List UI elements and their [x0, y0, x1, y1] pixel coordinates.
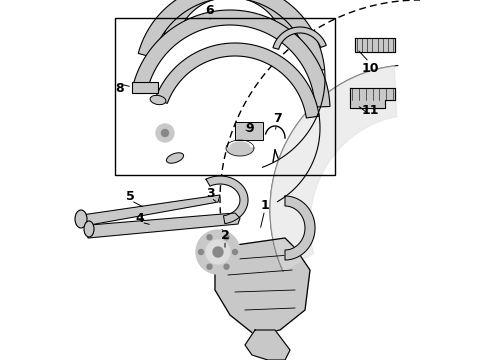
Polygon shape	[155, 43, 319, 118]
Circle shape	[232, 249, 238, 255]
Polygon shape	[226, 148, 254, 156]
FancyBboxPatch shape	[235, 122, 263, 140]
Text: 9: 9	[245, 122, 254, 135]
Text: 3: 3	[206, 186, 214, 199]
Circle shape	[162, 130, 169, 136]
Ellipse shape	[84, 221, 94, 237]
Ellipse shape	[150, 95, 166, 105]
Text: 5: 5	[125, 189, 134, 202]
Text: 10: 10	[361, 62, 379, 75]
Polygon shape	[285, 196, 315, 260]
Text: 11: 11	[361, 104, 379, 117]
Text: 6: 6	[206, 4, 214, 17]
Circle shape	[196, 230, 240, 274]
Bar	[115, 18, 335, 175]
Polygon shape	[273, 27, 326, 49]
Text: 2: 2	[220, 229, 229, 242]
Polygon shape	[164, 0, 297, 42]
Polygon shape	[350, 88, 395, 108]
Polygon shape	[355, 38, 395, 52]
Polygon shape	[230, 142, 250, 148]
Polygon shape	[270, 66, 397, 271]
Circle shape	[224, 264, 229, 269]
Polygon shape	[133, 10, 330, 107]
Text: 1: 1	[261, 198, 270, 212]
Text: 7: 7	[272, 112, 281, 125]
Polygon shape	[138, 0, 325, 71]
Polygon shape	[80, 195, 220, 226]
Circle shape	[207, 235, 212, 240]
Text: 8: 8	[116, 81, 124, 95]
Ellipse shape	[75, 210, 87, 228]
Polygon shape	[206, 176, 248, 224]
Polygon shape	[215, 238, 310, 335]
Ellipse shape	[167, 153, 184, 163]
Circle shape	[207, 264, 212, 269]
Text: 4: 4	[136, 212, 145, 225]
Circle shape	[206, 240, 230, 264]
Circle shape	[156, 124, 174, 142]
Circle shape	[198, 249, 203, 255]
FancyBboxPatch shape	[132, 82, 158, 93]
Polygon shape	[245, 330, 290, 360]
Polygon shape	[88, 213, 240, 238]
Circle shape	[213, 247, 223, 257]
Circle shape	[224, 235, 229, 240]
